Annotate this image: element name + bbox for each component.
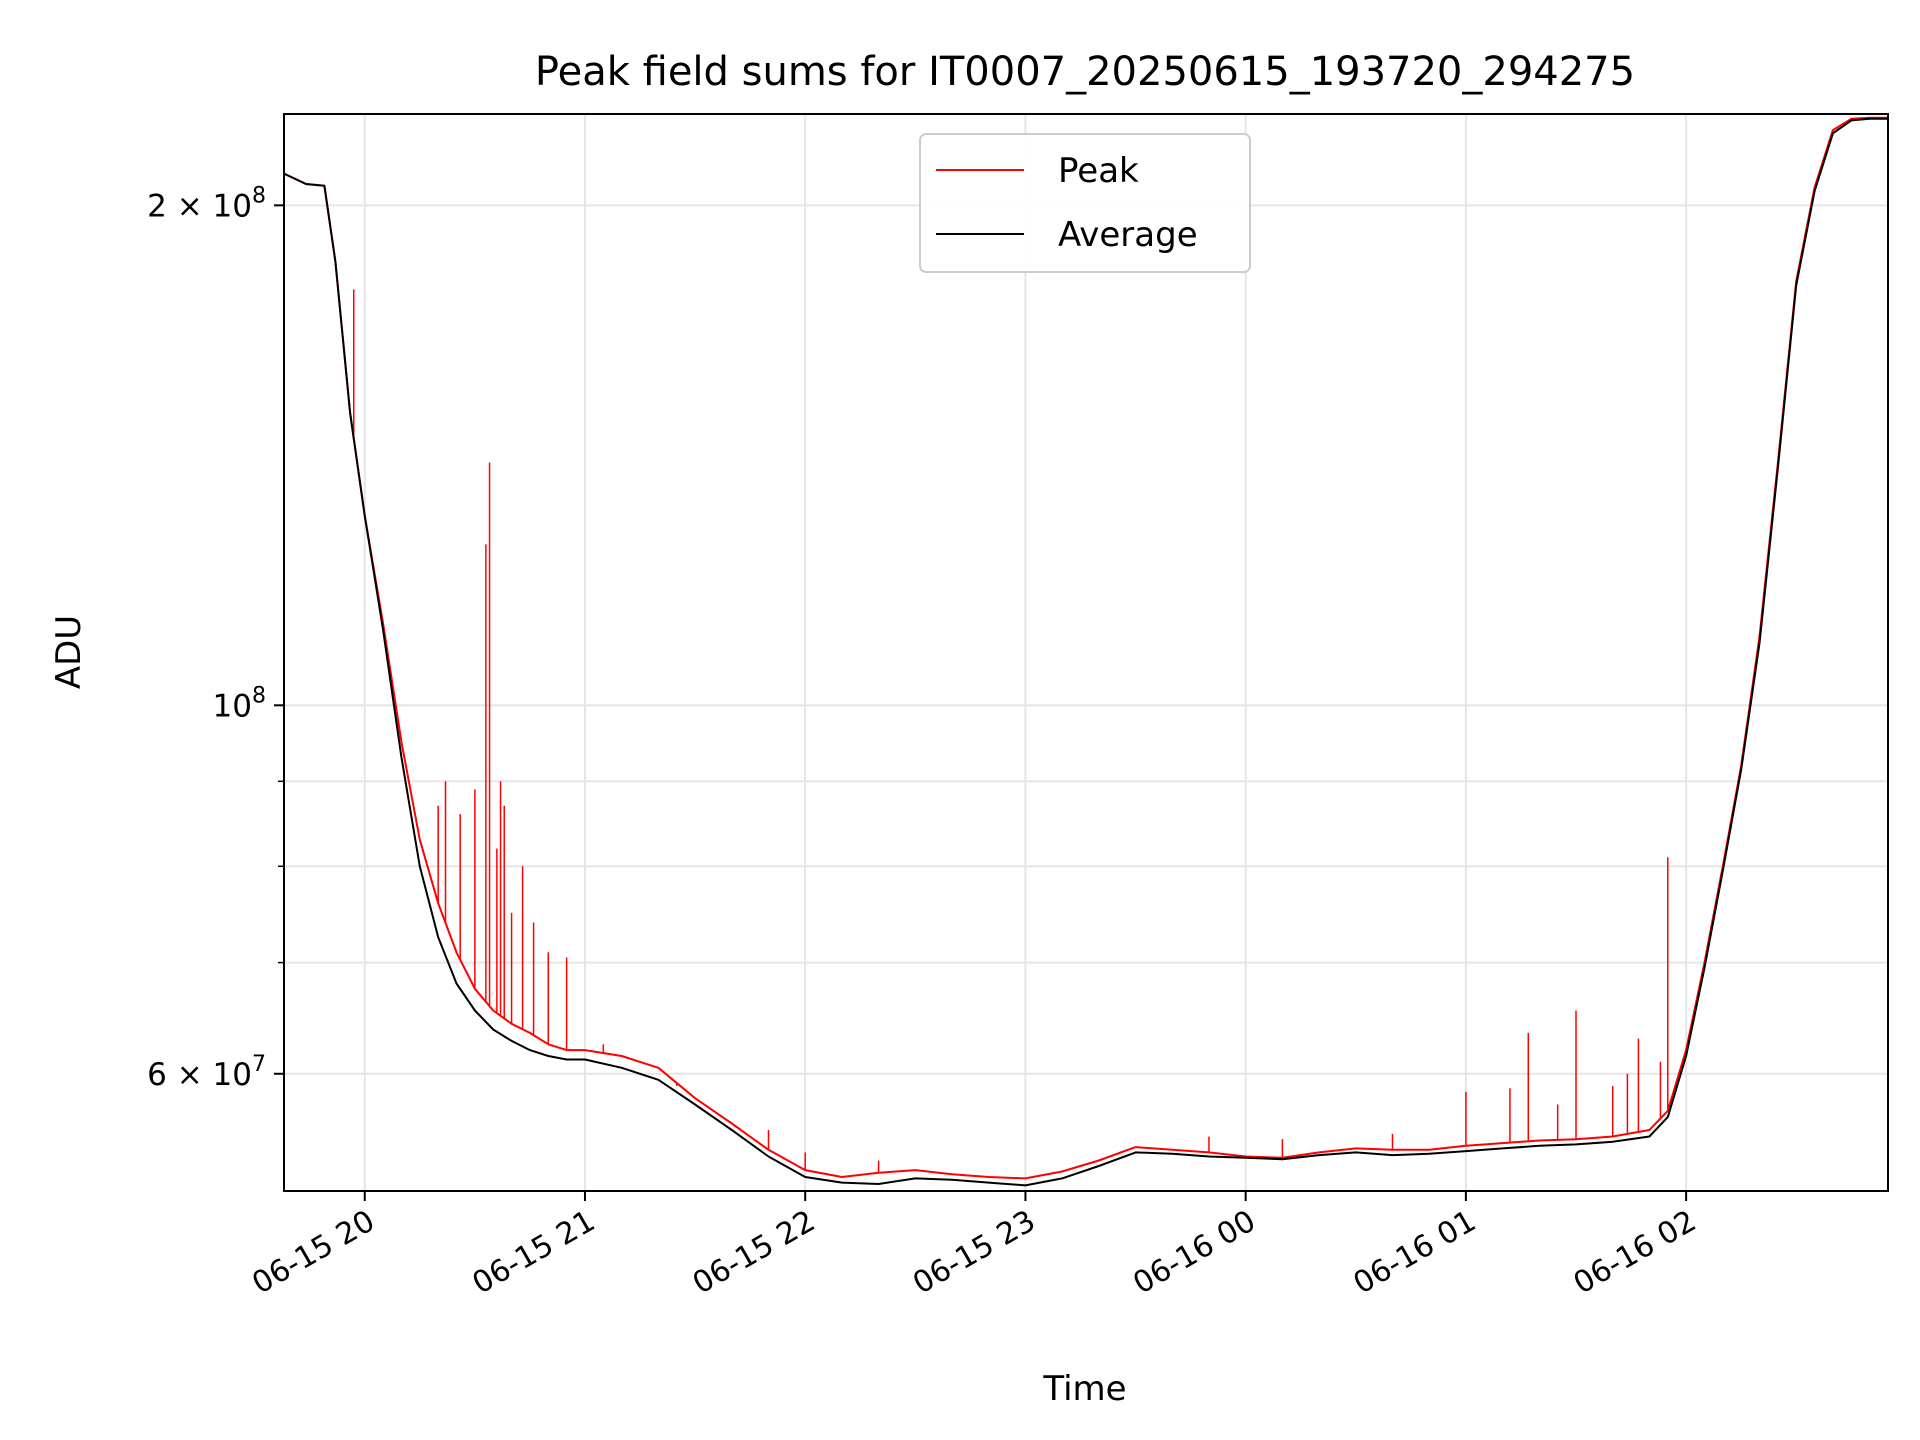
series-line-peak <box>283 116 1888 1180</box>
chart-title: Peak field sums for IT0007_20250615_1937… <box>535 49 1635 95</box>
x-tick-label: 06-16 02 <box>1568 1204 1702 1302</box>
x-tick-label: 06-15 22 <box>687 1204 821 1302</box>
plot-area <box>283 116 1888 1187</box>
y-tick-label: 108 <box>213 683 266 724</box>
x-tick-label: 06-16 01 <box>1348 1204 1482 1302</box>
legend-label: Peak <box>1058 151 1139 191</box>
legend-label: Average <box>1058 215 1198 255</box>
series-line-average <box>283 117 1888 1187</box>
y-axis: 6 × 107 108 2 × 108 <box>147 183 284 1093</box>
x-axis: 06-15 20 06-15 21 06-15 22 06-15 23 06-16 00… <box>246 1191 1702 1301</box>
y-axis-label: ADU <box>49 615 89 689</box>
y-tick-label: 6 × 107 <box>147 1052 266 1093</box>
plot-frame <box>283 113 1889 1192</box>
x-tick-label: 06-15 20 <box>246 1204 380 1302</box>
x-axis-label: Time <box>1042 1369 1126 1409</box>
grid-lines <box>284 114 1888 1191</box>
y-tick-label: 2 × 108 <box>147 183 266 224</box>
legend: Peak Average <box>919 133 1251 273</box>
x-tick-label: 06-15 21 <box>467 1204 601 1302</box>
legend-box <box>919 133 1251 273</box>
x-tick-label: 06-15 23 <box>907 1204 1041 1302</box>
x-tick-label: 06-16 00 <box>1127 1204 1261 1302</box>
